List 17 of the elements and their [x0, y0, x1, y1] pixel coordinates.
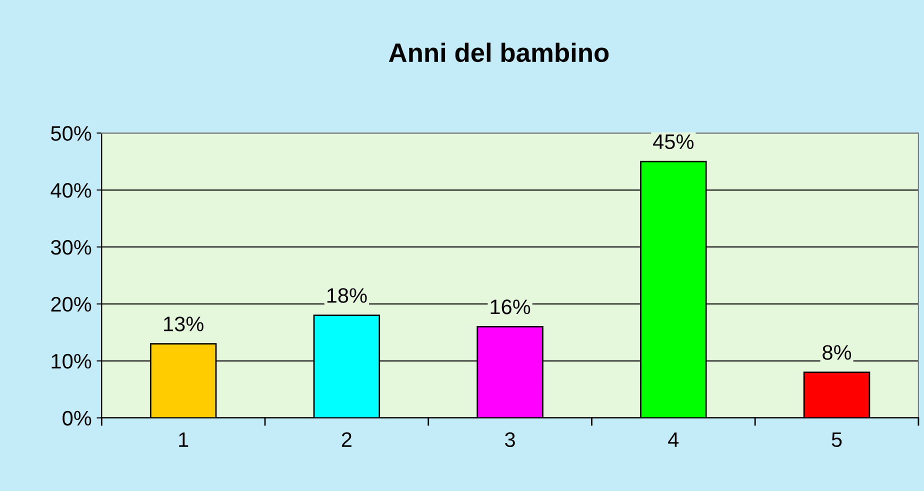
data-label: 16% [490, 300, 530, 314]
x-tick-label: 5 [832, 432, 842, 448]
y-tick-label: 0% [62, 410, 92, 426]
data-label: 45% [653, 134, 694, 150]
data-label: 13% [164, 316, 204, 332]
data-label: 8% [822, 345, 852, 360]
y-tick-label: 40% [50, 183, 92, 198]
x-tick-label: 1 [179, 432, 188, 447]
y-tick-label: 30% [51, 240, 92, 255]
y-tick-label: 20% [51, 296, 92, 312]
x-tick-label: 4 [668, 432, 679, 447]
data-label: 18% [327, 288, 367, 303]
x-tick-label: 2 [342, 432, 352, 447]
chart-title: Anni del bambino [388, 42, 609, 62]
y-tick-label: 50% [51, 126, 92, 141]
x-tick-label: 3 [505, 432, 515, 448]
y-tick-label: 10% [52, 354, 92, 369]
